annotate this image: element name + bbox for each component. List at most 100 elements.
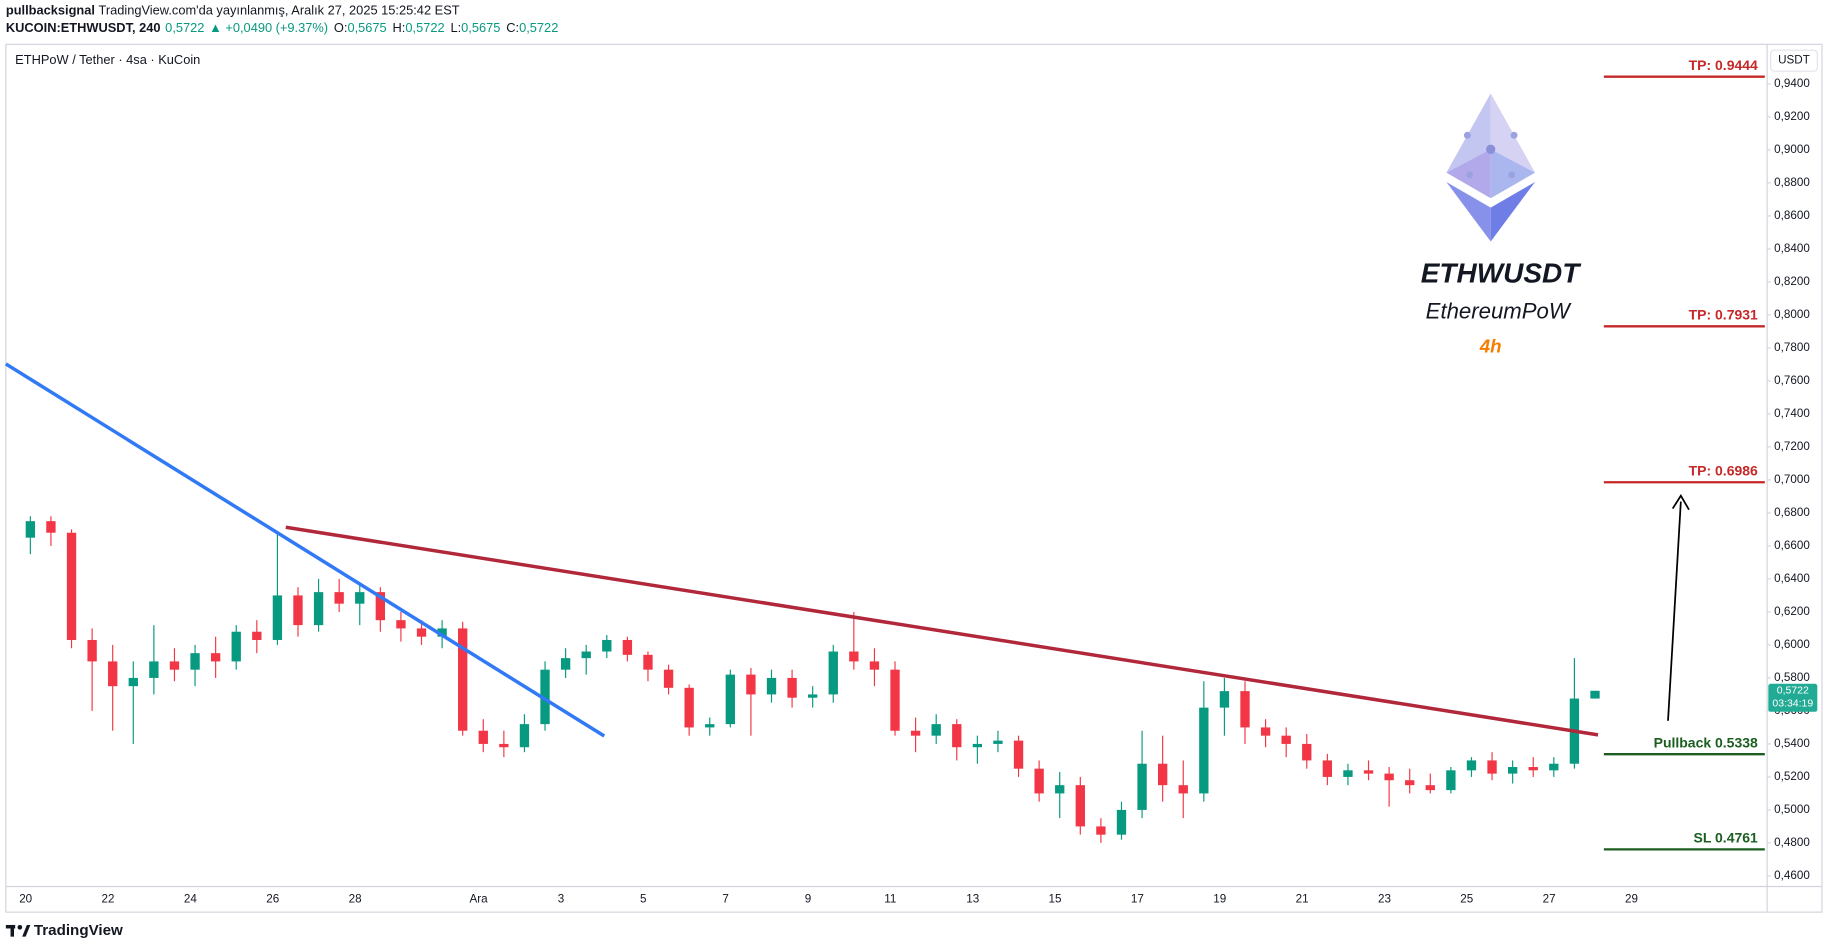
candle-body — [849, 651, 859, 662]
logo-dot — [1463, 131, 1471, 139]
x-tick-label: 5 — [640, 892, 646, 905]
last: 0,5722 — [165, 21, 204, 36]
logo-face — [1490, 181, 1536, 242]
candle-body — [560, 658, 571, 670]
y-tick-label: 0,7200 — [1774, 440, 1810, 453]
x-tick-label: 7 — [722, 892, 728, 905]
watermark-name: EthereumPoW — [1426, 298, 1572, 323]
candle-body — [1487, 760, 1497, 774]
level-label: Pullback 0.5338 — [1654, 734, 1758, 750]
candle-body — [1528, 767, 1538, 771]
candle-body — [1260, 727, 1271, 736]
x-tick-label: 13 — [966, 892, 979, 905]
candle-body — [355, 592, 365, 604]
candle-body — [1178, 785, 1188, 794]
symbol: KUCOIN:ETHWUSDT, 240 — [6, 21, 161, 36]
x-tick-label: 3 — [558, 892, 564, 905]
watermark-symbol: ETHWUSDT — [1421, 258, 1582, 289]
x-tick-label: 20 — [19, 892, 32, 905]
candle-body — [1034, 768, 1044, 794]
candle-body — [622, 639, 633, 655]
y-tick-label: 0,8400 — [1774, 242, 1810, 255]
x-tick-label: 26 — [266, 892, 279, 905]
candle-body — [1116, 809, 1127, 835]
logo-dot — [1510, 131, 1518, 139]
ohlc-value: 0,5722 — [519, 21, 558, 36]
candle-body — [190, 653, 200, 670]
candle-body — [1507, 767, 1518, 774]
candle-body — [890, 669, 900, 731]
y-tick-label: 0,4800 — [1774, 836, 1810, 849]
candle-body — [952, 724, 962, 748]
x-tick-label: 28 — [349, 892, 362, 905]
x-tick-label: 25 — [1460, 892, 1473, 905]
logo-dot — [1508, 171, 1516, 179]
x-tick-label: 15 — [1049, 892, 1062, 905]
x-tick-label: 23 — [1378, 892, 1391, 905]
ohlc-value: 0,5722 — [405, 21, 444, 36]
candle-body — [705, 724, 715, 728]
y-tick-label: 0,7400 — [1774, 407, 1810, 420]
candle-body — [540, 669, 550, 725]
y-tick-label: 0,5200 — [1774, 770, 1810, 783]
ohlc-key: L: — [450, 21, 461, 36]
candle-body — [272, 595, 283, 640]
candle-body — [663, 669, 674, 688]
change: ▲ +0,0490 (+9.37%) — [209, 21, 328, 36]
candle-body — [375, 592, 386, 621]
candle-body — [169, 661, 180, 670]
candle-body — [643, 654, 653, 670]
candle-body — [931, 724, 941, 736]
candle-body — [1219, 691, 1230, 708]
y-tick-label: 0,6600 — [1774, 539, 1810, 552]
watermark-interval: 4h — [1479, 336, 1502, 357]
candle-body — [149, 661, 159, 678]
y-tick-label: 0,6400 — [1774, 572, 1810, 585]
candle-body — [993, 740, 1003, 744]
y-tick-label: 0,6200 — [1774, 605, 1810, 618]
y-tick-label: 0,5800 — [1774, 671, 1810, 684]
candle-body — [1137, 763, 1147, 810]
candle-body — [1466, 760, 1477, 771]
arrow-head — [1671, 494, 1690, 511]
candle-body — [519, 724, 530, 748]
candle-body — [1363, 770, 1374, 774]
candle-body — [458, 628, 468, 731]
logo-face — [1446, 181, 1491, 242]
candle-body — [581, 651, 591, 659]
y-tick-label: 0,7800 — [1774, 341, 1810, 354]
arrow-shaft — [1667, 501, 1682, 721]
candle-body — [313, 592, 324, 626]
symbol-line: KUCOIN:ETHWUSDT, 240 0,5722 ▲ +0,0490 (+9.… — [6, 21, 558, 36]
candle-body — [1590, 690, 1600, 699]
candle-body — [231, 631, 241, 662]
trendline-red — [285, 525, 1599, 737]
ohlc-value: 0,5675 — [347, 21, 386, 36]
candle-body — [684, 687, 694, 728]
y-tick-label: 0,4600 — [1774, 869, 1810, 882]
x-tick-label: 19 — [1213, 892, 1226, 905]
candle-body — [252, 631, 262, 640]
candle-body — [725, 674, 735, 725]
candle-body — [1157, 763, 1168, 786]
candle-body — [416, 628, 427, 637]
y-tick-label: 0,9200 — [1774, 110, 1810, 123]
ohlc-key: H: — [393, 21, 406, 36]
last-price-box — [1768, 683, 1818, 712]
y-tick-label: 0,9000 — [1774, 143, 1810, 156]
x-tick-label: 9 — [805, 892, 811, 905]
y-tick-label: 0,7000 — [1774, 473, 1810, 486]
candle-body — [1281, 735, 1291, 744]
axis-unit-box — [1770, 49, 1818, 72]
candle-body — [1096, 826, 1106, 835]
brand: TradingView — [34, 922, 123, 939]
level-label: TP: 0.7931 — [1689, 307, 1758, 323]
level-label: SL 0.4761 — [1694, 830, 1758, 846]
x-tick-label: 27 — [1543, 892, 1556, 905]
y-tick-label: 0,9400 — [1774, 77, 1810, 90]
candle-body — [478, 730, 488, 744]
candle-body — [1549, 763, 1559, 771]
y-tick-label: 0,5000 — [1774, 803, 1810, 816]
